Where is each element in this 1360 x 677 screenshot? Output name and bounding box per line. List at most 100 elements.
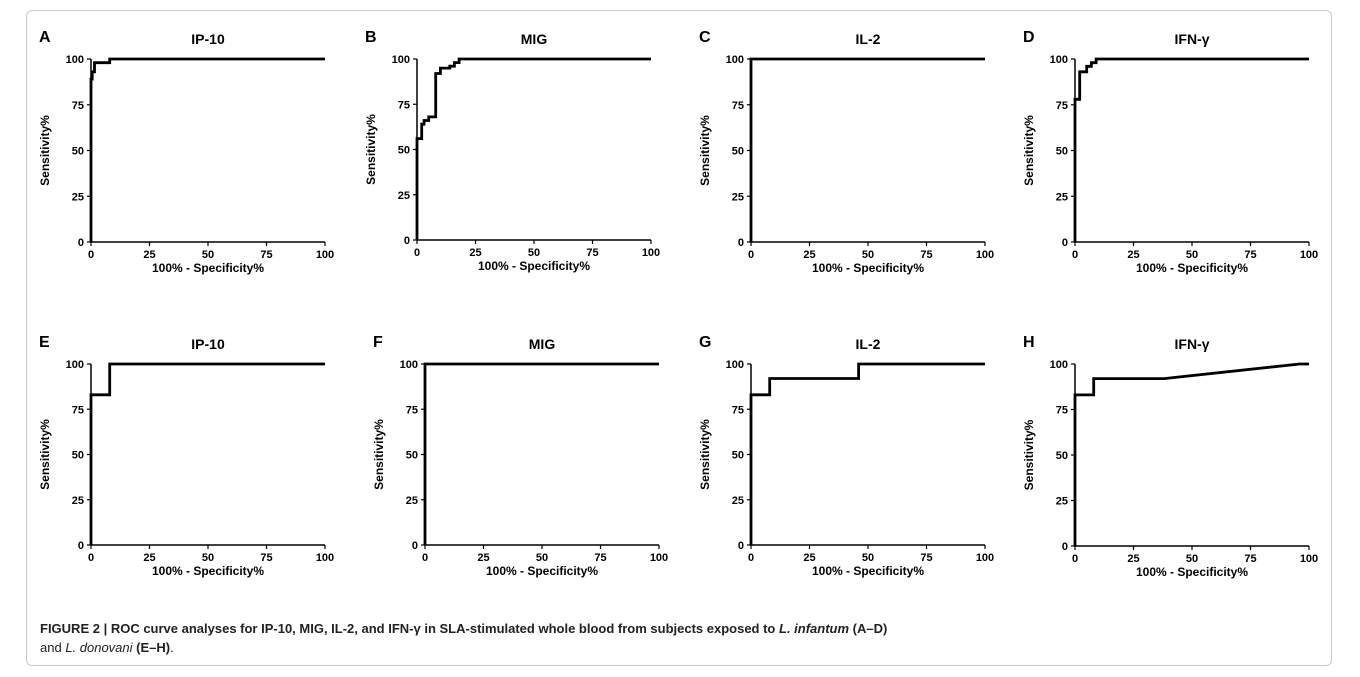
x-tick-label: 100 [1300,249,1318,261]
x-axis-label-g: 100% - Specificity% [812,564,924,578]
x-tick-label: 100 [642,247,660,259]
x-axis-label-c: 100% - Specificity% [812,261,924,275]
roc-curve-d [1073,57,1309,242]
y-tick-label: 75 [732,100,744,112]
x-tick-label: 100 [650,552,668,564]
caption-range-1: (A–D) [849,621,888,636]
y-tick-label: 0 [78,540,84,552]
caption-end: . [170,640,174,655]
x-tick-label: 25 [469,247,481,259]
panel-f: F MIG 0 25 50 75 100 0 25 50 75 100 100% - Specifici… [372,334,668,578]
y-tick-label: 0 [738,540,744,552]
x-tick-label: 50 [862,249,874,261]
y-axis-label-a: Sensitivity% [38,115,52,186]
y-tick-label: 75 [1056,100,1068,112]
x-tick-label: 25 [803,249,815,261]
panel-d: D IFN-γ 0 25 50 75 100 0 25 50 75 100 100% - Specifi… [1022,29,1318,275]
figure-frame [26,10,1332,666]
x-tick-label: 75 [920,249,932,261]
y-tick-label: 50 [398,145,410,157]
caption-line-2: and L. donovani (E–H). [40,638,1310,657]
y-tick-label: 100 [66,359,84,371]
y-tick-label: 25 [406,495,418,507]
panel-letter-f: F [373,334,383,351]
y-tick-label: 25 [1056,191,1068,203]
panel-b: B MIG 0 25 50 75 100 0 25 50 75 100 100% - Specifici… [364,29,660,273]
panel-e: E IP-10 0 25 50 75 100 0 25 50 75 100 100% - Specifi… [38,334,334,578]
x-tick-label: 75 [586,247,598,259]
x-tick-label: 50 [202,552,214,564]
y-tick-label: 100 [726,54,744,66]
x-axis-label-b: 100% - Specificity% [478,259,590,273]
y-tick-label: 25 [72,495,84,507]
roc-curve-f [423,362,659,545]
x-tick-label: 75 [594,552,606,564]
y-tick-label: 75 [1056,405,1068,417]
x-tick-label: 100 [976,249,994,261]
y-tick-label: 100 [400,359,418,371]
caption-species-1: L. infantum [779,621,850,636]
x-tick-label: 75 [260,249,272,261]
x-tick-label: 0 [88,552,94,564]
x-tick-label: 50 [528,247,540,259]
y-tick-label: 25 [732,191,744,203]
y-tick-label: 50 [732,146,744,158]
y-axis-label-g: Sensitivity% [698,419,712,490]
y-tick-label: 25 [72,191,84,203]
panel-title-f: MIG [529,336,556,352]
panel-h: H IFN-γ 0 25 50 75 100 0 25 50 75 100 100% - Specifi… [1022,334,1318,579]
y-tick-label: 75 [72,100,84,112]
panel-letter-d: D [1023,29,1035,46]
caption-text-1: ROC curve analyses for IP-10, MIG, IL-2,… [107,621,779,636]
caption-label: FIGURE 2 | [40,621,108,636]
figure-caption: FIGURE 2 | ROC curve analyses for IP-10,… [40,619,1310,657]
x-tick-label: 75 [260,552,272,564]
y-axis-label-e: Sensitivity% [38,419,52,490]
y-tick-label: 50 [1056,146,1068,158]
x-tick-label: 0 [88,249,94,261]
y-tick-label: 0 [1062,541,1068,553]
x-tick-label: 25 [803,552,815,564]
panel-letter-h: H [1023,334,1035,351]
x-tick-label: 100 [316,249,334,261]
x-tick-label: 25 [1127,553,1139,565]
roc-curve-c [749,57,985,242]
y-tick-label: 50 [72,146,84,158]
x-tick-label: 100 [1300,553,1318,565]
y-axis-label-h: Sensitivity% [1022,419,1036,490]
roc-curve-h [1073,362,1309,546]
x-tick-label: 50 [1186,249,1198,261]
x-tick-label: 0 [1072,249,1078,261]
panel-letter-e: E [39,334,50,351]
caption-species-2: L. donovani [65,640,133,655]
x-tick-label: 0 [414,247,420,259]
y-tick-label: 75 [72,404,84,416]
y-tick-label: 100 [392,54,410,66]
panel-title-c: IL-2 [856,31,881,47]
y-tick-label: 0 [404,235,410,247]
x-tick-label: 50 [1186,553,1198,565]
roc-curve-g [749,362,985,545]
panel-letter-b: B [365,29,377,46]
y-axis-label-f: Sensitivity% [372,419,386,490]
y-axis-label-c: Sensitivity% [698,115,712,186]
x-axis-label-f: 100% - Specificity% [486,564,598,578]
y-tick-label: 100 [66,54,84,66]
panel-letter-c: C [699,29,711,46]
y-tick-label: 0 [738,237,744,249]
y-tick-label: 50 [406,450,418,462]
y-tick-label: 25 [398,190,410,202]
x-tick-label: 25 [1127,249,1139,261]
x-axis-label-h: 100% - Specificity% [1136,565,1248,579]
caption-range-2: (E–H) [136,640,171,655]
panel-title-e: IP-10 [191,336,225,352]
x-axis-label-d: 100% - Specificity% [1136,261,1248,275]
panel-title-g: IL-2 [856,336,881,352]
roc-curve-a [89,57,325,242]
x-axis-label-e: 100% - Specificity% [152,564,264,578]
caption-text-2: and [40,640,66,655]
x-tick-label: 0 [1072,553,1078,565]
y-tick-label: 0 [1062,237,1068,249]
y-tick-label: 25 [732,495,744,507]
